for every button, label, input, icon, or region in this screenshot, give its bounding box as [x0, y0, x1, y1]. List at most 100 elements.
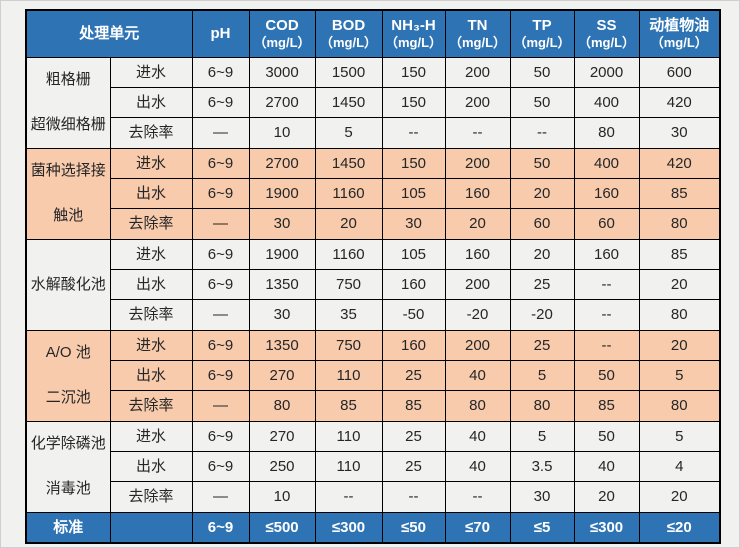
value-cell: 200	[444, 268, 511, 301]
value-cell: 6~9	[191, 268, 250, 301]
value-cell: 85	[638, 238, 721, 270]
value-cell: 20	[509, 177, 575, 210]
value-cell: 85	[381, 390, 446, 422]
value-cell: 750	[314, 329, 383, 361]
standard-value-cell: ≤70	[444, 511, 511, 544]
table-row: 去除率 — 10 5 -- -- -- 80 30	[26, 117, 721, 149]
value-cell: 3000	[248, 56, 316, 88]
flow-label: 出水	[109, 177, 193, 210]
value-cell: 40	[573, 450, 640, 483]
value-cell: 200	[444, 329, 511, 361]
value-cell: 20	[638, 268, 721, 301]
flow-label: 出水	[109, 268, 193, 301]
standard-value-cell: ≤50	[381, 511, 446, 544]
table-row: 粗格栅 超微细格栅 进水 6~9 3000 1500 150 200 50 20…	[25, 56, 721, 149]
value-cell: 6~9	[191, 420, 250, 452]
value-cell: 5	[638, 420, 721, 452]
value-cell: 750	[314, 268, 383, 301]
value-cell: 420	[638, 147, 721, 179]
table-row: A/O 池 二沉池 进水 6~9 1350 750 160 200 25 -- …	[25, 329, 721, 422]
value-cell: 600	[638, 56, 721, 88]
value-cell: 35	[314, 299, 383, 331]
table-row: 去除率 — 80 85 85 80 80 85 80	[26, 390, 721, 422]
flow-label: 进水	[109, 147, 193, 179]
value-cell: 6~9	[191, 86, 250, 119]
value-cell: 20	[638, 481, 721, 513]
value-cell: 40	[444, 450, 511, 483]
value-cell: 30	[381, 208, 446, 240]
value-cell: 20	[573, 481, 640, 513]
value-cell: -20	[509, 299, 575, 331]
value-cell: 400	[573, 86, 640, 119]
value-cell: 80	[509, 390, 575, 422]
value-cell: 110	[314, 359, 383, 392]
header-col-unit: （mg/L）	[650, 34, 708, 50]
value-cell: 30	[248, 208, 316, 240]
value-cell: 3.5	[509, 450, 575, 483]
flow-label: 出水	[109, 86, 193, 119]
value-cell: 200	[444, 86, 511, 119]
flow-label: 进水	[109, 238, 193, 270]
value-cell: —	[191, 299, 250, 331]
table-row: 出水 6~9 270 110 25 40 5 50 5	[26, 359, 721, 392]
flow-label: 去除率	[109, 481, 193, 513]
value-cell: 1450	[314, 147, 383, 179]
value-cell: --	[381, 481, 446, 513]
value-cell: 6~9	[191, 450, 250, 483]
value-cell: 1900	[248, 238, 316, 270]
value-cell: 5	[314, 117, 383, 149]
header-cell-nh3h: NH₃-H （mg/L）	[381, 9, 446, 58]
header-cell-tp: TP （mg/L）	[509, 9, 575, 58]
value-cell: 85	[638, 177, 721, 210]
value-cell: 160	[381, 329, 446, 361]
value-cell: -50	[381, 299, 446, 331]
standard-row: 标准 6~9 ≤500 ≤300 ≤50 ≤70 ≤5 ≤300 ≤20	[25, 511, 721, 544]
table-row: 化学除磷池 消毒池 进水 6~9 270 110 25 40 5 50 5	[25, 420, 721, 513]
value-cell: 160	[573, 177, 640, 210]
standard-empty-cell	[109, 511, 193, 544]
flow-label: 去除率	[109, 299, 193, 331]
value-cell: 150	[381, 56, 446, 88]
value-cell: 5	[509, 420, 575, 452]
value-cell: 25	[381, 450, 446, 483]
value-cell: —	[191, 390, 250, 422]
value-cell: 5	[509, 359, 575, 392]
standard-value-cell: ≤500	[248, 511, 316, 544]
value-cell: 50	[509, 147, 575, 179]
value-cell: 40	[444, 359, 511, 392]
value-cell: 1350	[248, 329, 316, 361]
value-cell: --	[573, 299, 640, 331]
value-cell: 270	[248, 359, 316, 392]
value-cell: 5	[638, 359, 721, 392]
header-col-name: SS	[596, 16, 617, 34]
flow-label: 去除率	[109, 208, 193, 240]
header-cell-cod: COD （mg/L）	[248, 9, 316, 58]
value-cell: 250	[248, 450, 316, 483]
unit-line: 超微细格栅	[30, 116, 106, 134]
value-cell: 6~9	[191, 147, 250, 179]
value-cell: 80	[638, 390, 721, 422]
unit-line: 触池	[53, 207, 84, 225]
value-cell: 105	[381, 177, 446, 210]
value-cell: --	[314, 481, 383, 513]
value-cell: 160	[573, 238, 640, 270]
value-cell: —	[191, 481, 250, 513]
header-col-name: 动植物油	[649, 16, 710, 34]
table-row: 出水 6~9 250 110 25 40 3.5 40 4	[26, 450, 721, 483]
value-cell: 6~9	[191, 329, 250, 361]
value-cell: 25	[381, 359, 446, 392]
value-cell: 400	[573, 147, 640, 179]
flow-label: 进水	[109, 420, 193, 452]
value-cell: —	[191, 208, 250, 240]
value-cell: --	[381, 117, 446, 149]
header-col-unit: （mg/L）	[253, 34, 311, 50]
header-col-unit: （mg/L）	[448, 34, 507, 50]
value-cell: 2000	[573, 56, 640, 88]
unit-line: 菌种选择接	[30, 162, 106, 180]
header-cell-oil: 动植物油 （mg/L）	[638, 9, 721, 58]
value-cell: 6~9	[191, 359, 250, 392]
table-row: 去除率 — 30 35 -50 -20 -20 -- 80	[26, 299, 721, 331]
header-col-name: TP	[532, 16, 552, 34]
value-cell: 160	[444, 238, 511, 270]
value-cell: 420	[638, 86, 721, 119]
